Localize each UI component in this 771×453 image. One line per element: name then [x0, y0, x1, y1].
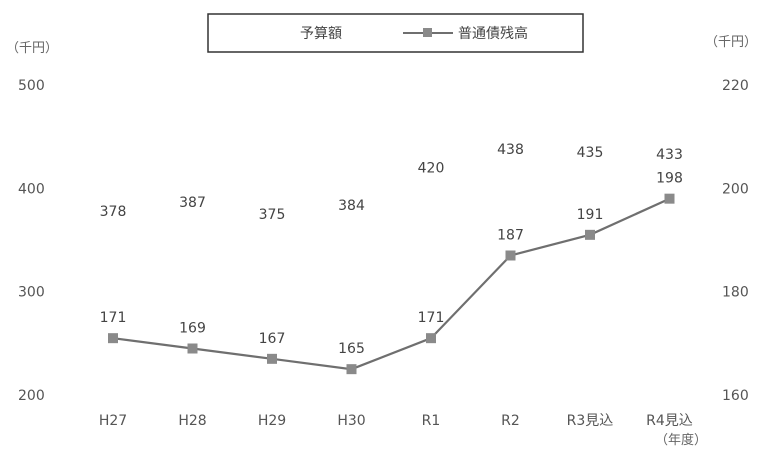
legend-item-balance: 普通債残高 — [458, 25, 528, 42]
x-axis-category-label: H28 — [178, 413, 206, 429]
balance-data-label: 165 — [338, 341, 365, 357]
left-axis-unit: （千円） — [6, 41, 58, 56]
balance-data-point — [346, 364, 357, 375]
x-axis-categories: H27 H28 H29 H30 R1 R2 R3見込 R4見込 — [99, 413, 693, 429]
budget-data-label: 433 — [656, 147, 683, 163]
balance-data-label: 187 — [497, 228, 524, 244]
budget-data-label: 420 — [418, 161, 445, 177]
x-axis-unit: （年度） — [655, 432, 707, 448]
balance-data-point — [585, 229, 595, 240]
right-axis-ticks: 220 200 180 160 — [722, 78, 749, 404]
x-axis-category-label: R1 — [422, 413, 441, 429]
legend: 予算額 普通債残高 — [207, 13, 584, 53]
x-axis-category-label: R2 — [501, 413, 520, 429]
balance-data-label: 191 — [577, 207, 604, 223]
balance-data-label: 169 — [179, 321, 206, 337]
budget-data-label: 378 — [100, 204, 127, 220]
right-axis-tick-label: 200 — [722, 181, 749, 197]
balance-data-point — [664, 193, 675, 204]
balance-data-label: 167 — [259, 331, 286, 347]
right-axis-tick-label: 180 — [722, 285, 749, 301]
budget-data-label: 384 — [338, 198, 365, 214]
balance-data-point — [426, 333, 436, 344]
balance-series-line — [112, 197, 670, 371]
x-axis-category-label: H29 — [258, 413, 286, 429]
left-axis-ticks: 500 400 300 200 — [18, 78, 45, 404]
x-axis-category-label: R4見込 — [646, 413, 693, 429]
budget-data-label: 387 — [179, 195, 206, 211]
balance-data-label: 171 — [418, 310, 445, 326]
budget-data-label: 438 — [497, 142, 524, 158]
x-axis-category-label: H30 — [337, 413, 365, 429]
balance-data-label: 171 — [100, 310, 127, 326]
x-axis-category-label: R3見込 — [567, 413, 614, 429]
left-axis-tick-label: 300 — [18, 285, 45, 301]
right-axis-unit: （千円） — [705, 35, 757, 50]
legend-box — [207, 13, 584, 53]
right-axis-tick-label: 160 — [722, 388, 749, 404]
budget-series: 378 387 375 384 420 438 435 433 — [100, 142, 683, 223]
balance-series-markers — [108, 193, 675, 375]
balance-data-point — [187, 343, 198, 354]
budget-data-label: 375 — [259, 207, 286, 223]
budget-data-label: 435 — [577, 145, 604, 161]
balance-series-labels: 171 169 167 165 171 187 191 198 — [100, 171, 683, 357]
balance-data-point — [505, 250, 516, 261]
left-axis-tick-label: 500 — [18, 78, 45, 94]
left-axis-tick-label: 400 — [18, 181, 45, 197]
balance-data-label: 198 — [656, 171, 683, 187]
left-axis-tick-label: 200 — [18, 388, 45, 404]
right-axis-tick-label: 220 — [722, 78, 749, 94]
x-axis-category-label: H27 — [99, 413, 127, 429]
balance-data-point — [267, 353, 277, 364]
balance-data-point — [108, 333, 118, 344]
legend-item-budget: 予算額 — [300, 26, 342, 42]
legend-marker-icon — [423, 28, 432, 37]
